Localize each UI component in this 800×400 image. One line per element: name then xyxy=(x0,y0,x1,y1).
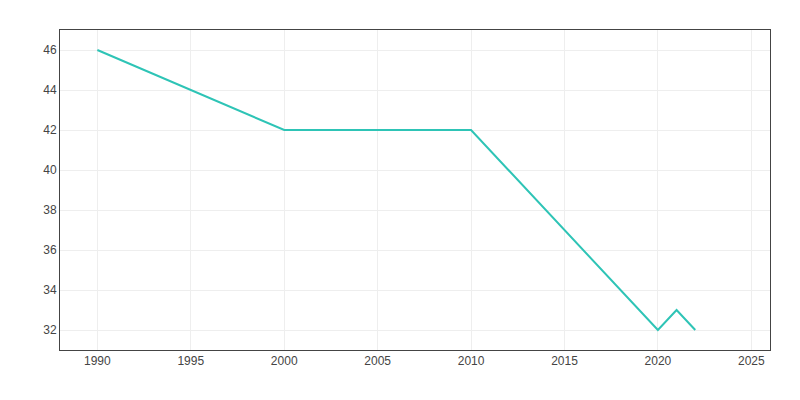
svg-text:1995: 1995 xyxy=(177,354,204,368)
svg-text:2005: 2005 xyxy=(364,354,391,368)
svg-text:42: 42 xyxy=(43,123,57,137)
svg-text:40: 40 xyxy=(43,163,57,177)
svg-text:46: 46 xyxy=(43,43,57,57)
svg-text:2010: 2010 xyxy=(458,354,485,368)
svg-text:44: 44 xyxy=(43,83,57,97)
svg-text:2025: 2025 xyxy=(738,354,765,368)
svg-text:2000: 2000 xyxy=(271,354,298,368)
svg-text:36: 36 xyxy=(43,243,57,257)
svg-text:38: 38 xyxy=(43,203,57,217)
svg-text:34: 34 xyxy=(43,283,57,297)
svg-text:32: 32 xyxy=(43,323,57,337)
svg-text:1990: 1990 xyxy=(84,354,111,368)
svg-text:2020: 2020 xyxy=(645,354,672,368)
svg-text:2015: 2015 xyxy=(551,354,578,368)
